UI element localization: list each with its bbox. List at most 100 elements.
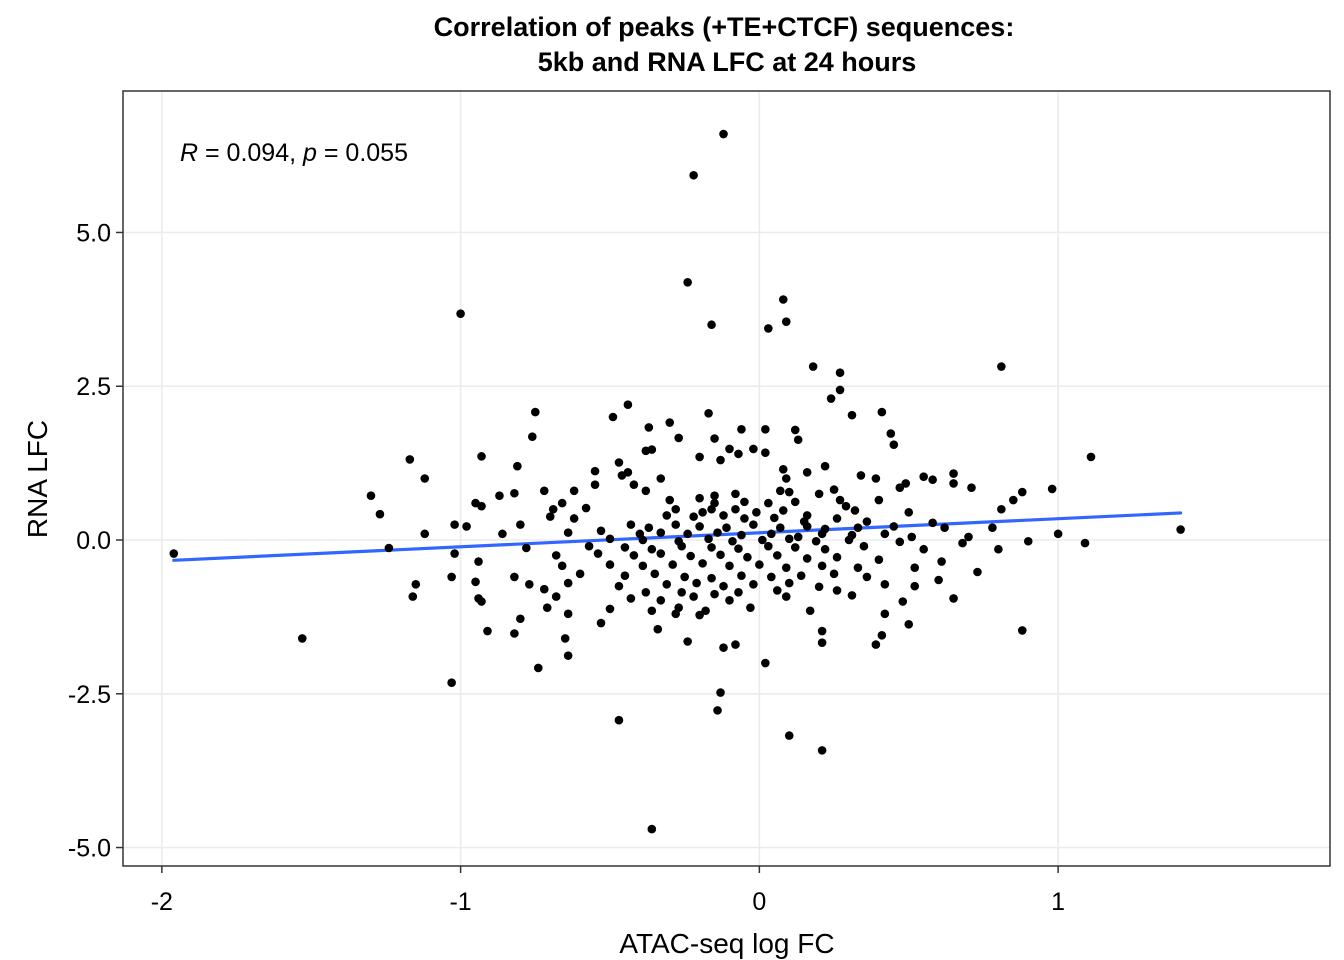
data-point [623, 400, 633, 409]
data-point [614, 715, 624, 725]
data-point [856, 471, 866, 480]
data-point [832, 552, 842, 562]
data-point [719, 511, 728, 520]
y-tick-label: -2.5 [68, 681, 111, 709]
data-point [656, 474, 666, 483]
data-point [829, 485, 839, 494]
data-point [1009, 495, 1018, 505]
data-point [949, 469, 958, 478]
data-point [695, 610, 704, 620]
data-point [743, 552, 752, 562]
data-point [366, 491, 376, 501]
data-point [802, 468, 812, 477]
data-point [910, 563, 920, 572]
data-point [725, 444, 734, 454]
data-point [495, 491, 504, 501]
data-point [1080, 538, 1090, 548]
data-point [880, 579, 890, 589]
data-point [761, 424, 770, 434]
data-point [608, 412, 618, 422]
plot-panel-border [122, 90, 1331, 867]
data-point [644, 523, 654, 533]
data-point [817, 638, 827, 648]
data-point [880, 609, 890, 619]
data-point [581, 503, 591, 513]
data-point [420, 529, 430, 539]
data-point [683, 529, 692, 539]
data-point [767, 572, 776, 582]
data-point [919, 544, 928, 554]
data-point [871, 640, 881, 649]
correlation-annotation: R = 0.094, p = 0.055 [180, 139, 408, 167]
data-point [781, 317, 791, 326]
data-point [877, 631, 887, 640]
data-point [614, 458, 624, 467]
data-point [629, 480, 639, 489]
data-point [551, 551, 561, 560]
data-point [510, 629, 519, 638]
data-point [829, 569, 839, 579]
data-point [904, 508, 914, 517]
x-tick-label: -1 [449, 888, 471, 916]
regression-fit-line [172, 511, 1183, 562]
data-point [677, 587, 686, 597]
data-point [647, 606, 657, 616]
data-point [871, 474, 881, 483]
data-point [716, 688, 725, 697]
data-point [647, 824, 657, 834]
data-point [862, 517, 872, 526]
data-point [734, 449, 743, 459]
data-point [1047, 484, 1057, 494]
data-point [740, 497, 749, 507]
data-point [656, 595, 666, 605]
data-point [563, 578, 573, 588]
data-point [1053, 529, 1063, 539]
data-point [510, 488, 519, 498]
data-point [725, 561, 734, 571]
data-point [835, 495, 845, 505]
data-point [626, 520, 636, 529]
data-point [584, 541, 594, 551]
data-point [874, 495, 884, 505]
data-point [758, 535, 767, 545]
data-point [967, 483, 976, 493]
data-point [692, 578, 701, 588]
x-axis: -2 -1 0 1 [151, 866, 1065, 916]
data-point [841, 501, 851, 511]
y-tick-label: 5.0 [76, 219, 111, 247]
data-point [656, 549, 666, 558]
data-point [820, 461, 830, 471]
data-point [297, 634, 307, 643]
data-point [910, 581, 920, 591]
data-point [764, 541, 773, 551]
data-point [474, 557, 483, 566]
data-point [605, 534, 615, 544]
data-point [169, 549, 179, 558]
data-point [734, 544, 743, 553]
chart-title-line2: 5kb and RNA LFC at 24 hours [538, 47, 917, 77]
data-point [901, 479, 911, 488]
data-point [790, 497, 800, 507]
data-point [477, 501, 486, 511]
data-point [605, 560, 615, 569]
data-point [937, 557, 946, 566]
data-point [698, 559, 707, 568]
data-point [539, 584, 549, 594]
data-point [617, 471, 627, 480]
data-point [764, 324, 773, 333]
data-point [725, 595, 734, 605]
data-point [530, 407, 540, 417]
data-point [790, 425, 800, 435]
data-point [525, 579, 534, 589]
data-point [665, 418, 675, 427]
data-point [778, 464, 788, 474]
data-point [752, 508, 761, 517]
data-point [704, 409, 713, 418]
data-point [731, 640, 740, 649]
data-point [737, 530, 746, 540]
data-point [677, 541, 686, 551]
data-point [793, 435, 803, 445]
data-points [169, 129, 1185, 834]
data-point [880, 529, 890, 539]
data-point [811, 536, 821, 546]
